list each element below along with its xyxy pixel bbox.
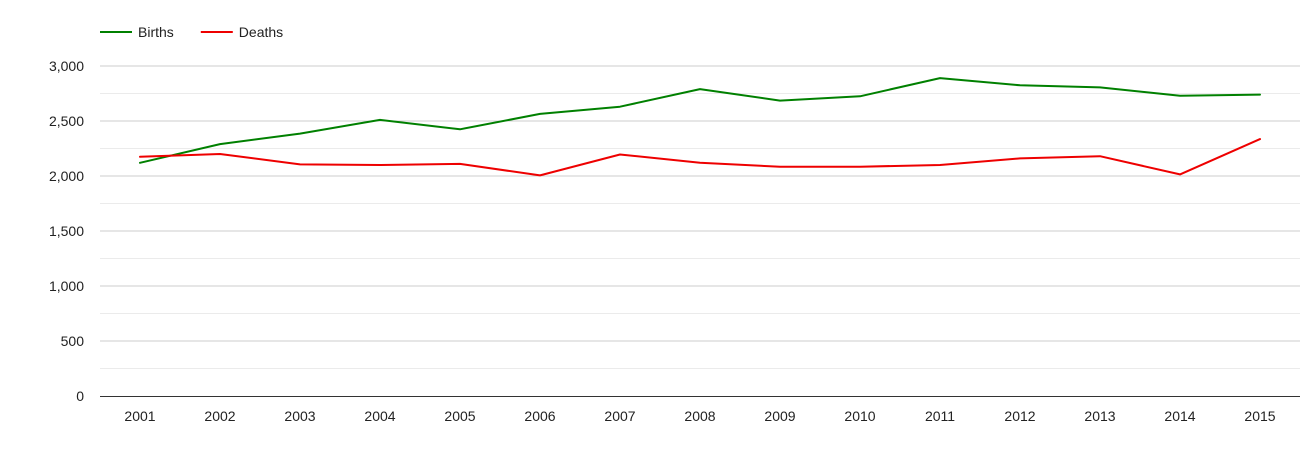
x-tick-label: 2003 (284, 408, 315, 424)
legend: Births Deaths (100, 24, 283, 40)
x-tick-label: 2005 (444, 408, 475, 424)
y-tick-label: 500 (61, 333, 85, 349)
x-tick-label: 2002 (204, 408, 235, 424)
y-tick-label: 2,500 (49, 113, 84, 129)
x-tick-label: 2001 (124, 408, 155, 424)
x-tick-label: 2012 (1004, 408, 1035, 424)
series-line-births (139, 77, 1261, 164)
gridlines (100, 65, 1300, 369)
legend-item-births[interactable]: Births (100, 24, 174, 40)
y-axis: 0 500 1,000 1,500 2,000 2,500 3,000 (49, 58, 84, 404)
y-tick-label: 1,500 (49, 223, 84, 239)
x-axis: 2001 2002 2003 2004 2005 2006 2007 2008 2009 2010… (100, 396, 1300, 424)
y-tick-label: 1,000 (49, 278, 84, 294)
x-tick-label: 2009 (764, 408, 795, 424)
x-tick-label: 2011 (925, 408, 955, 424)
x-tick-label: 2006 (524, 408, 555, 424)
y-tick-label: 3,000 (49, 58, 84, 74)
x-tick-label: 2015 (1244, 408, 1275, 424)
legend-label: Deaths (239, 24, 283, 40)
series-lines (139, 77, 1261, 177)
x-tick-label: 2008 (684, 408, 715, 424)
y-tick-label: 2,000 (49, 168, 84, 184)
legend-label: Births (138, 24, 174, 40)
x-tick-label: 2010 (844, 408, 875, 424)
x-tick-label: 2014 (1164, 408, 1195, 424)
y-tick-label: 0 (76, 388, 84, 404)
x-tick-label: 2013 (1084, 408, 1115, 424)
series-line-deaths (139, 138, 1261, 177)
x-tick-label: 2007 (604, 408, 635, 424)
x-tick-label: 2004 (364, 408, 395, 424)
legend-item-deaths[interactable]: Deaths (200, 24, 283, 40)
